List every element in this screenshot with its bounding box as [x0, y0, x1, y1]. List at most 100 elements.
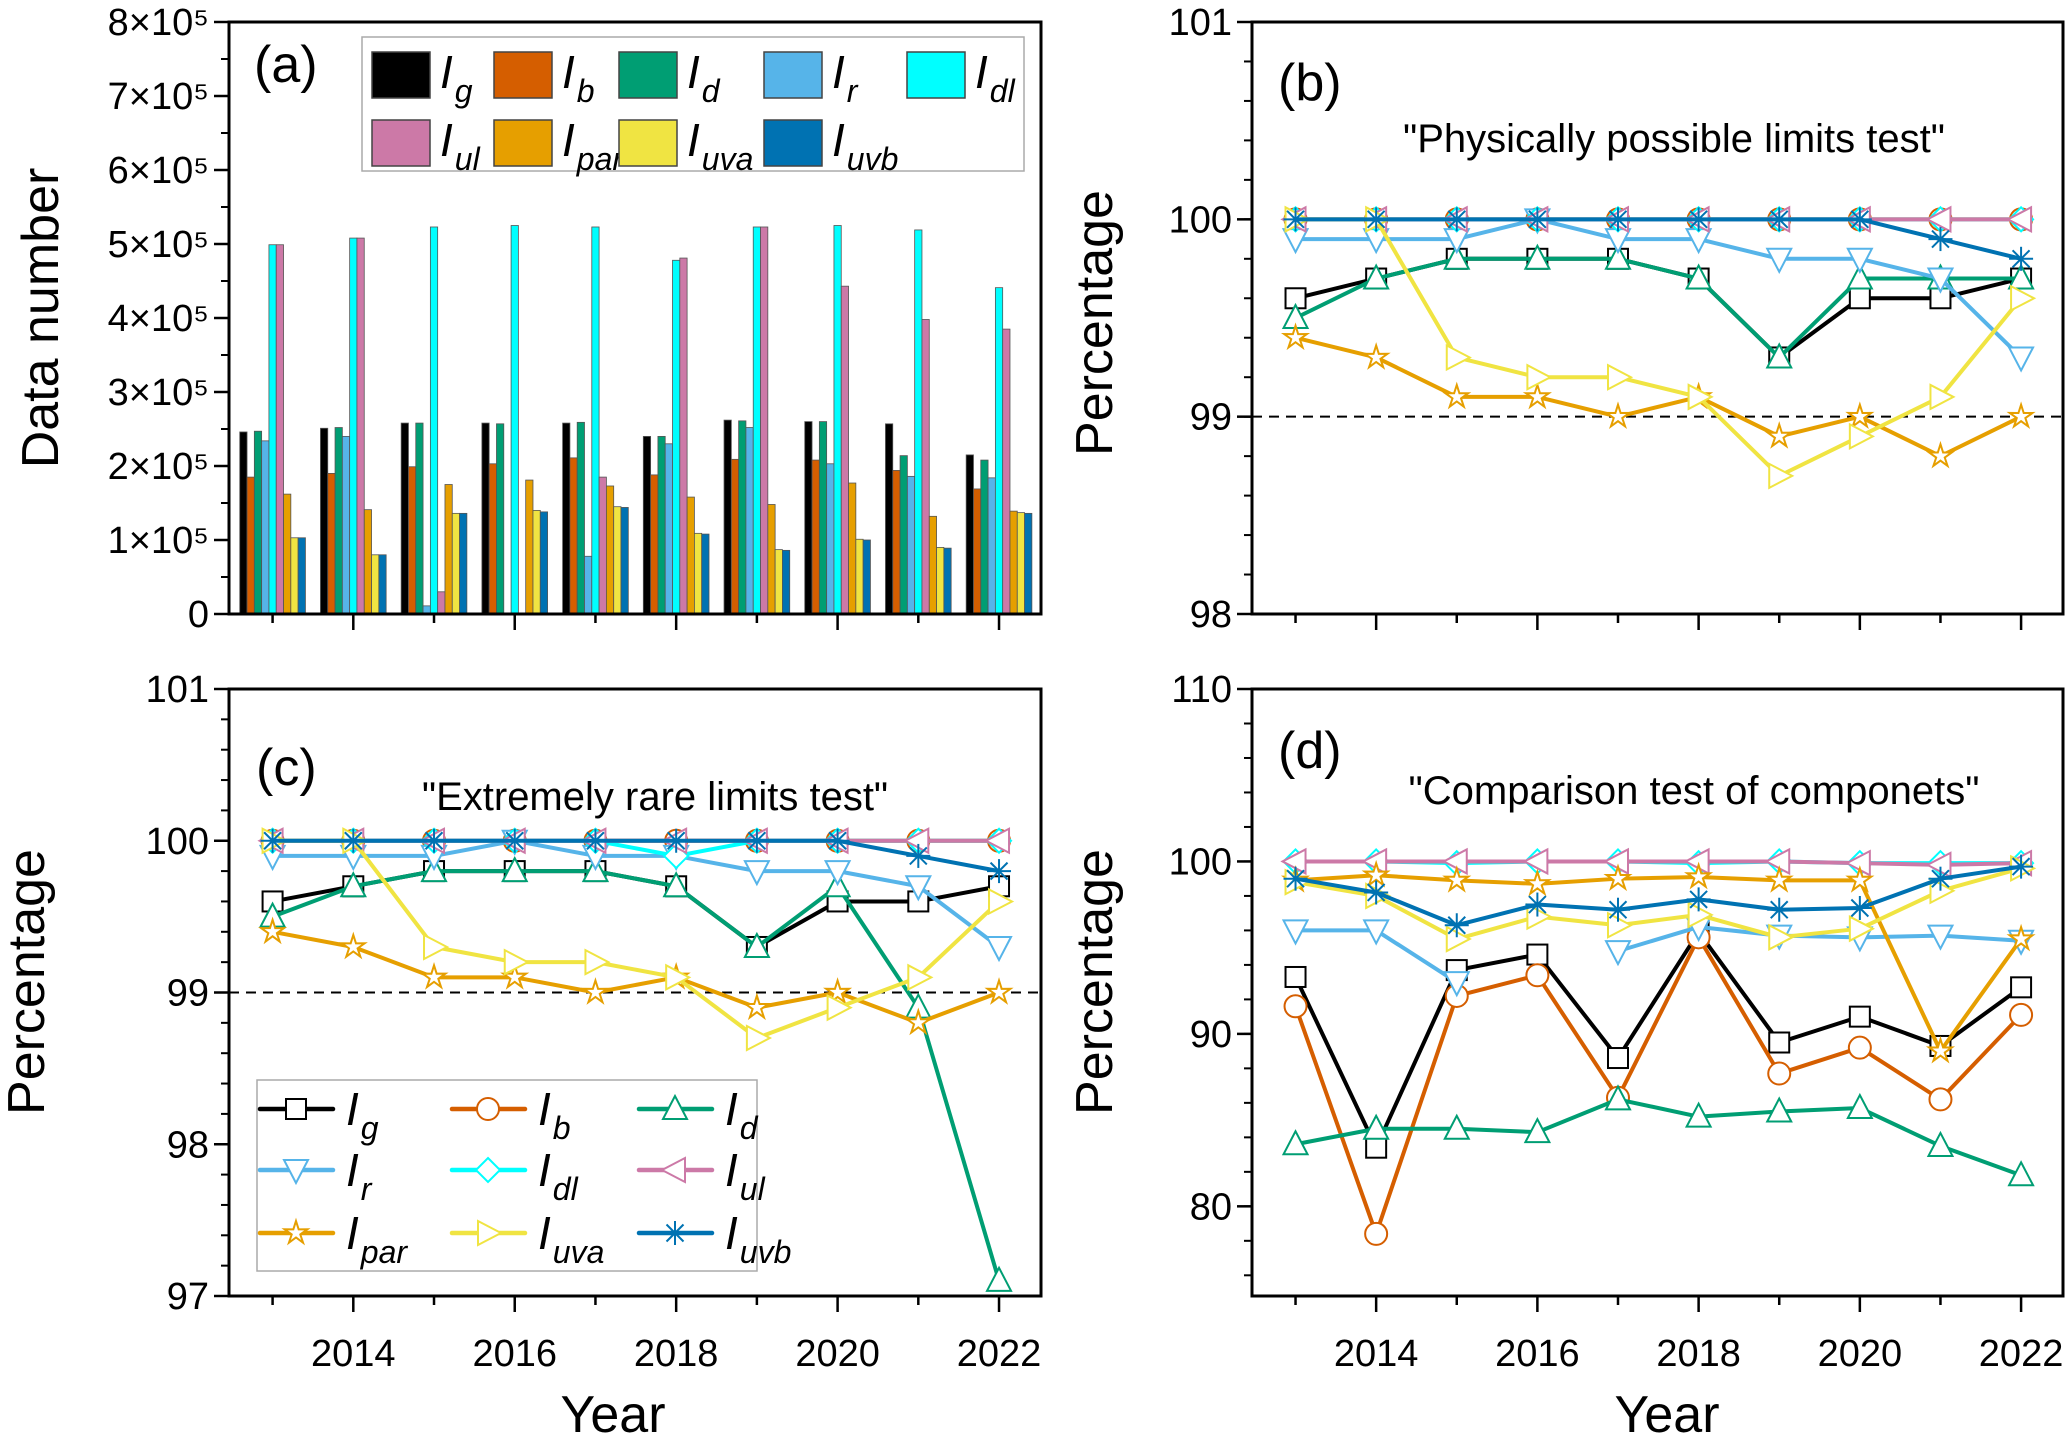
point-Iuva-2017	[1606, 911, 1634, 939]
point-Id-2020	[1846, 263, 1874, 290]
bar-Ipar-2016	[525, 479, 534, 615]
legend-label: Ib	[562, 46, 595, 109]
legend-label-sub: uvb	[847, 141, 899, 177]
y-tick-label: 80	[1190, 1186, 1232, 1228]
bar-Idl-2022	[994, 287, 1004, 615]
bar-Iuva-2015	[451, 512, 460, 615]
bar-Ib-2021	[892, 470, 901, 615]
legend-marker	[282, 1159, 310, 1186]
bar-Idl-2016	[510, 225, 519, 615]
bar-Ipar-2013	[283, 493, 292, 615]
point-Ig-2020	[1848, 1005, 1871, 1028]
y-axis-label: Percentage	[1066, 190, 1124, 456]
point-Iuvb-2018	[1686, 887, 1711, 912]
point-Iuva-2016	[1526, 363, 1553, 391]
legend-swatch	[493, 119, 553, 167]
point-Iul-2017	[1602, 847, 1629, 876]
point-Iuvb-2022	[2009, 246, 2034, 271]
line-Ig	[1293, 930, 2023, 1150]
line-Iuva	[272, 838, 1001, 1041]
x-tick-label: 2014	[1334, 1333, 1419, 1375]
point-Id-2018	[1684, 1101, 1713, 1128]
asterisk-stroke	[1931, 869, 1950, 888]
bar-Ir-2022	[987, 477, 996, 615]
bar-Iuva-2022	[1016, 512, 1025, 615]
point-Ir-2021	[904, 875, 932, 902]
line-Iul	[1295, 859, 2022, 867]
bar-Ir-2017	[584, 555, 593, 615]
bar-Ipar-2020	[848, 482, 857, 615]
y-tick-label: 2×10⁵	[108, 446, 209, 488]
asterisk-stroke	[747, 831, 767, 850]
point-Iuva-2022	[2010, 284, 2037, 312]
plot-frame	[227, 20, 1043, 616]
point-Ir-2021	[1926, 267, 1955, 294]
legend-marker	[477, 1219, 504, 1247]
panel-letter: (b)	[1278, 54, 1342, 112]
legend-label-sub: b	[577, 73, 595, 109]
panel-title: "Extremely rare limits test"	[422, 775, 888, 819]
line-Ib	[1293, 935, 2023, 1236]
asterisk-stroke	[828, 831, 847, 850]
asterisk-stroke	[1770, 210, 1789, 229]
legend-item-Ir: Ir	[763, 46, 859, 109]
bar-Iuva-2020	[855, 538, 864, 615]
x-tick-label: 2016	[472, 1333, 557, 1375]
point-Ib-2020	[1847, 1035, 1872, 1060]
point-Id-2016	[1523, 243, 1552, 270]
bar-Idl-2019	[752, 226, 761, 615]
y-tick-label: 99	[167, 973, 209, 1015]
bar-Iul-2019	[760, 226, 769, 615]
asterisk-stroke	[1447, 916, 1466, 935]
legend-label: Iul	[725, 1144, 766, 1207]
line-Ir	[1295, 924, 2022, 984]
x-tick-label: 2016	[1495, 1333, 1580, 1375]
point-Iul-2022	[983, 827, 1011, 855]
legend-label: Id	[687, 46, 721, 109]
point-Iuvb-2019	[1767, 207, 1792, 232]
legend-label-sub: ul	[740, 1171, 766, 1207]
panel-letter: (c)	[256, 739, 317, 797]
point-Iul-2021	[1925, 851, 1952, 879]
point-Ipar-2013	[258, 916, 288, 945]
asterisk-stroke	[1286, 869, 1305, 888]
legend-label-main: I	[440, 114, 453, 166]
point-Iuva-2015	[423, 933, 450, 961]
asterisk-stroke	[989, 861, 1009, 881]
asterisk-stroke	[1689, 210, 1708, 229]
point-Iuva-2021	[1929, 383, 1956, 411]
panel-letter: (d)	[1278, 722, 1342, 780]
panel-letter: (a)	[254, 36, 318, 94]
point-Ib-2014	[1364, 1221, 1389, 1246]
point-Ir-2020	[823, 860, 852, 887]
panel-title: "Physically possible limits test"	[1403, 117, 1945, 161]
plot-frame	[1250, 20, 2065, 616]
bar-Ig-2015	[400, 422, 409, 615]
legend-label-main: I	[562, 114, 575, 166]
point-Ipar-2020	[1845, 401, 1875, 430]
line-Ipar	[272, 929, 1000, 1025]
line-Ipar	[1295, 873, 2023, 1054]
legend-label-sub: r	[847, 73, 859, 109]
point-Iuvb-2014	[341, 828, 366, 853]
point-Iuva-2019	[745, 1024, 773, 1052]
bar-Iuva-2016	[532, 509, 541, 615]
bar-Ig-2022	[965, 454, 974, 615]
point-Ig-2016	[1526, 943, 1549, 966]
legend-label-sub: dl	[553, 1171, 579, 1207]
point-Ipar-2016	[1522, 381, 1552, 410]
legend-swatch	[906, 51, 966, 99]
asterisk-stroke	[1608, 210, 1628, 229]
legend-label-main: I	[687, 114, 700, 166]
point-Iuva-2017	[1606, 363, 1634, 391]
legend-label: Ir	[346, 1144, 373, 1207]
point-Ipar-2015	[419, 962, 449, 990]
point-Ig-2017	[1606, 1047, 1629, 1070]
legend-item-Iuva: Iuva	[618, 114, 753, 177]
y-tick-label: 110	[1171, 669, 1232, 711]
point-Iuvb-2014	[1364, 207, 1389, 232]
bar-Iuvb-2019	[782, 549, 791, 615]
y-tick-label: 4×10⁵	[108, 298, 209, 340]
bar-Iul-2022	[1002, 328, 1011, 615]
